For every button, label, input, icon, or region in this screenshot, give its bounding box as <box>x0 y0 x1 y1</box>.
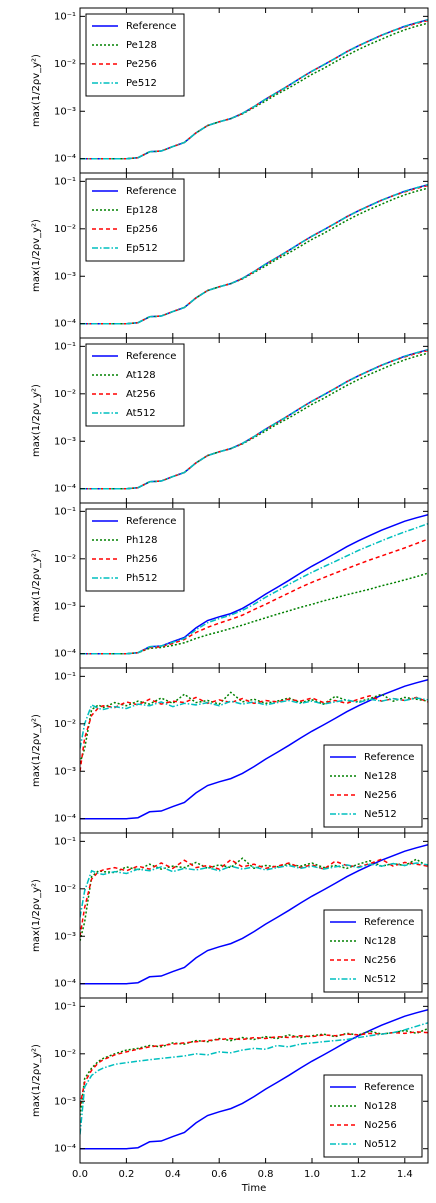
y-tick-label: 10⁻² <box>54 389 76 400</box>
y-tick-label: 10⁻¹ <box>54 341 76 352</box>
legend-label: Ph256 <box>126 554 157 565</box>
x-tick-label: 0.0 <box>72 1169 88 1180</box>
legend-label: Nc256 <box>364 955 396 966</box>
legend-label: Ne256 <box>364 790 397 801</box>
legend-label: Pe512 <box>126 78 157 89</box>
legend-box <box>85 178 185 262</box>
y-tick-label: 10⁻¹ <box>54 506 76 517</box>
y-tick-label: 10⁻³ <box>54 271 76 282</box>
y-tick-label: 10⁻² <box>54 884 76 895</box>
series-line <box>80 858 428 937</box>
series-line <box>80 522 428 655</box>
y-tick-label: 10⁻⁴ <box>54 1144 76 1155</box>
y-tick-label: 10⁻² <box>54 59 76 70</box>
y-tick-label: 10⁻⁴ <box>54 319 76 330</box>
legend-label: No512 <box>364 1139 397 1150</box>
y-axis-label: max(1/2ρv_y²) <box>31 219 42 292</box>
series-line <box>80 348 428 490</box>
legend-label: Reference <box>126 186 176 197</box>
series-line <box>80 1022 428 1135</box>
y-tick-label: 10⁻¹ <box>54 671 76 682</box>
legend-box <box>85 343 185 427</box>
series-line <box>80 1027 428 1116</box>
legend-label: At512 <box>126 408 156 419</box>
legend-label: Ep256 <box>126 224 158 235</box>
y-tick-label: 10⁻² <box>54 554 76 565</box>
legend-label: Ne512 <box>364 809 397 820</box>
y-tick-label: 10⁻² <box>54 1049 76 1060</box>
y-tick-label: 10⁻³ <box>54 601 76 612</box>
legend-box <box>323 1074 423 1158</box>
y-tick-label: 10⁻³ <box>54 766 76 777</box>
y-tick-label: 10⁻⁴ <box>54 649 76 660</box>
legend-label: No128 <box>364 1101 397 1112</box>
x-axis-label: Time <box>241 1183 266 1194</box>
y-tick-label: 10⁻¹ <box>54 176 76 187</box>
legend-label: Reference <box>126 351 176 362</box>
y-tick-label: 10⁻³ <box>54 1096 76 1107</box>
series-line <box>80 862 428 918</box>
legend-label: Pe128 <box>126 40 157 51</box>
legend-label: Reference <box>364 1082 414 1093</box>
y-tick-label: 10⁻³ <box>54 436 76 447</box>
series-line <box>80 678 428 820</box>
series-line <box>80 1008 428 1150</box>
y-tick-label: 10⁻² <box>54 224 76 235</box>
y-tick-label: 10⁻⁴ <box>54 484 76 495</box>
legend-box <box>85 13 185 97</box>
y-axis-label: max(1/2ρv_y²) <box>31 879 42 952</box>
series-line <box>80 1031 428 1107</box>
y-tick-label: 10⁻⁴ <box>54 979 76 990</box>
legend-label: Ph512 <box>126 573 157 584</box>
x-tick-label: 0.6 <box>211 1169 227 1180</box>
y-axis-label: max(1/2ρv_y²) <box>31 54 42 127</box>
y-tick-label: 10⁻² <box>54 719 76 730</box>
legend-label: Ne128 <box>364 771 397 782</box>
legend-label: Ph128 <box>126 535 157 546</box>
y-axis-label: max(1/2ρv_y²) <box>31 714 42 787</box>
legend-label: No256 <box>364 1120 397 1131</box>
legend-label: Reference <box>364 917 414 928</box>
legend-label: Reference <box>364 752 414 763</box>
x-tick-label: 0.8 <box>258 1169 274 1180</box>
y-tick-label: 10⁻⁴ <box>54 154 76 165</box>
y-tick-label: 10⁻¹ <box>54 11 76 22</box>
series-line <box>80 183 428 325</box>
legend-label: At128 <box>126 370 156 381</box>
series-line <box>80 691 428 764</box>
legend-label: Reference <box>126 21 176 32</box>
x-tick-label: 0.2 <box>118 1169 134 1180</box>
y-tick-label: 10⁻¹ <box>54 836 76 847</box>
series-line <box>80 18 428 160</box>
series-line <box>80 697 428 749</box>
x-tick-label: 0.4 <box>165 1169 181 1180</box>
x-tick-label: 1.0 <box>304 1169 320 1180</box>
legend-label: Nc512 <box>364 974 396 985</box>
y-axis-label: max(1/2ρv_y²) <box>31 1044 42 1117</box>
legend-label: Pe256 <box>126 59 157 70</box>
axes-frame <box>79 997 429 1164</box>
series-line <box>80 694 428 772</box>
legend-label: Reference <box>126 516 176 527</box>
x-tick-label: 1.2 <box>350 1169 366 1180</box>
y-tick-label: 10⁻³ <box>54 931 76 942</box>
legend-box <box>85 508 185 592</box>
y-tick-label: 10⁻³ <box>54 106 76 117</box>
legend-label: Nc128 <box>364 936 396 947</box>
series-line <box>80 857 428 942</box>
series-line <box>80 843 428 985</box>
y-axis-label: max(1/2ρv_y²) <box>31 384 42 457</box>
legend-box <box>323 744 423 828</box>
x-tick-label: 1.4 <box>397 1169 413 1180</box>
y-axis-label: max(1/2ρv_y²) <box>31 549 42 622</box>
y-tick-label: 10⁻⁴ <box>54 814 76 825</box>
legend-label: Ep512 <box>126 243 158 254</box>
legend-label: Ep128 <box>126 205 158 216</box>
y-tick-label: 10⁻¹ <box>54 1001 76 1012</box>
legend-box <box>323 909 423 993</box>
legend-label: At256 <box>126 389 156 400</box>
